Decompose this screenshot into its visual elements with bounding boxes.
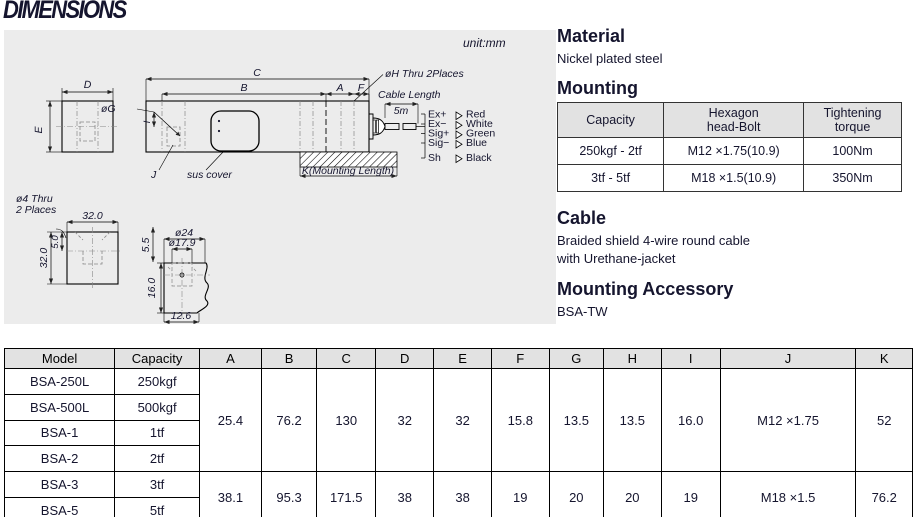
svg-text:øG: øG	[101, 103, 116, 115]
svg-text:12.6: 12.6	[171, 310, 192, 322]
svg-text:32.0: 32.0	[82, 210, 103, 222]
svg-text:Cable Length: Cable Length	[378, 89, 441, 101]
svg-text:E: E	[33, 126, 45, 134]
svg-text:5.0: 5.0	[50, 235, 61, 249]
svg-text:l: l	[142, 120, 153, 123]
svg-text:2 Places: 2 Places	[15, 204, 57, 216]
svg-text:sus cover: sus cover	[187, 169, 232, 181]
svg-text:D: D	[84, 79, 92, 91]
svg-text:B: B	[240, 82, 247, 94]
svg-text:K(Mounting Length): K(Mounting Length)	[302, 165, 394, 177]
svg-text:Blue: Blue	[466, 137, 487, 149]
svg-text:øH Thru 2Places: øH Thru 2Places	[385, 68, 465, 80]
svg-text:16.0: 16.0	[146, 278, 158, 299]
svg-text:C: C	[253, 67, 261, 79]
svg-text:Black: Black	[466, 152, 492, 164]
svg-text:ø17.9: ø17.9	[169, 237, 196, 249]
svg-text:32.0: 32.0	[38, 248, 50, 269]
svg-text:Sh: Sh	[428, 152, 441, 164]
svg-text:A: A	[335, 82, 343, 94]
svg-text:J: J	[150, 169, 157, 181]
svg-text:Sig−: Sig−	[428, 137, 449, 149]
svg-text:5m: 5m	[394, 105, 409, 117]
svg-text:5.5: 5.5	[140, 238, 152, 253]
